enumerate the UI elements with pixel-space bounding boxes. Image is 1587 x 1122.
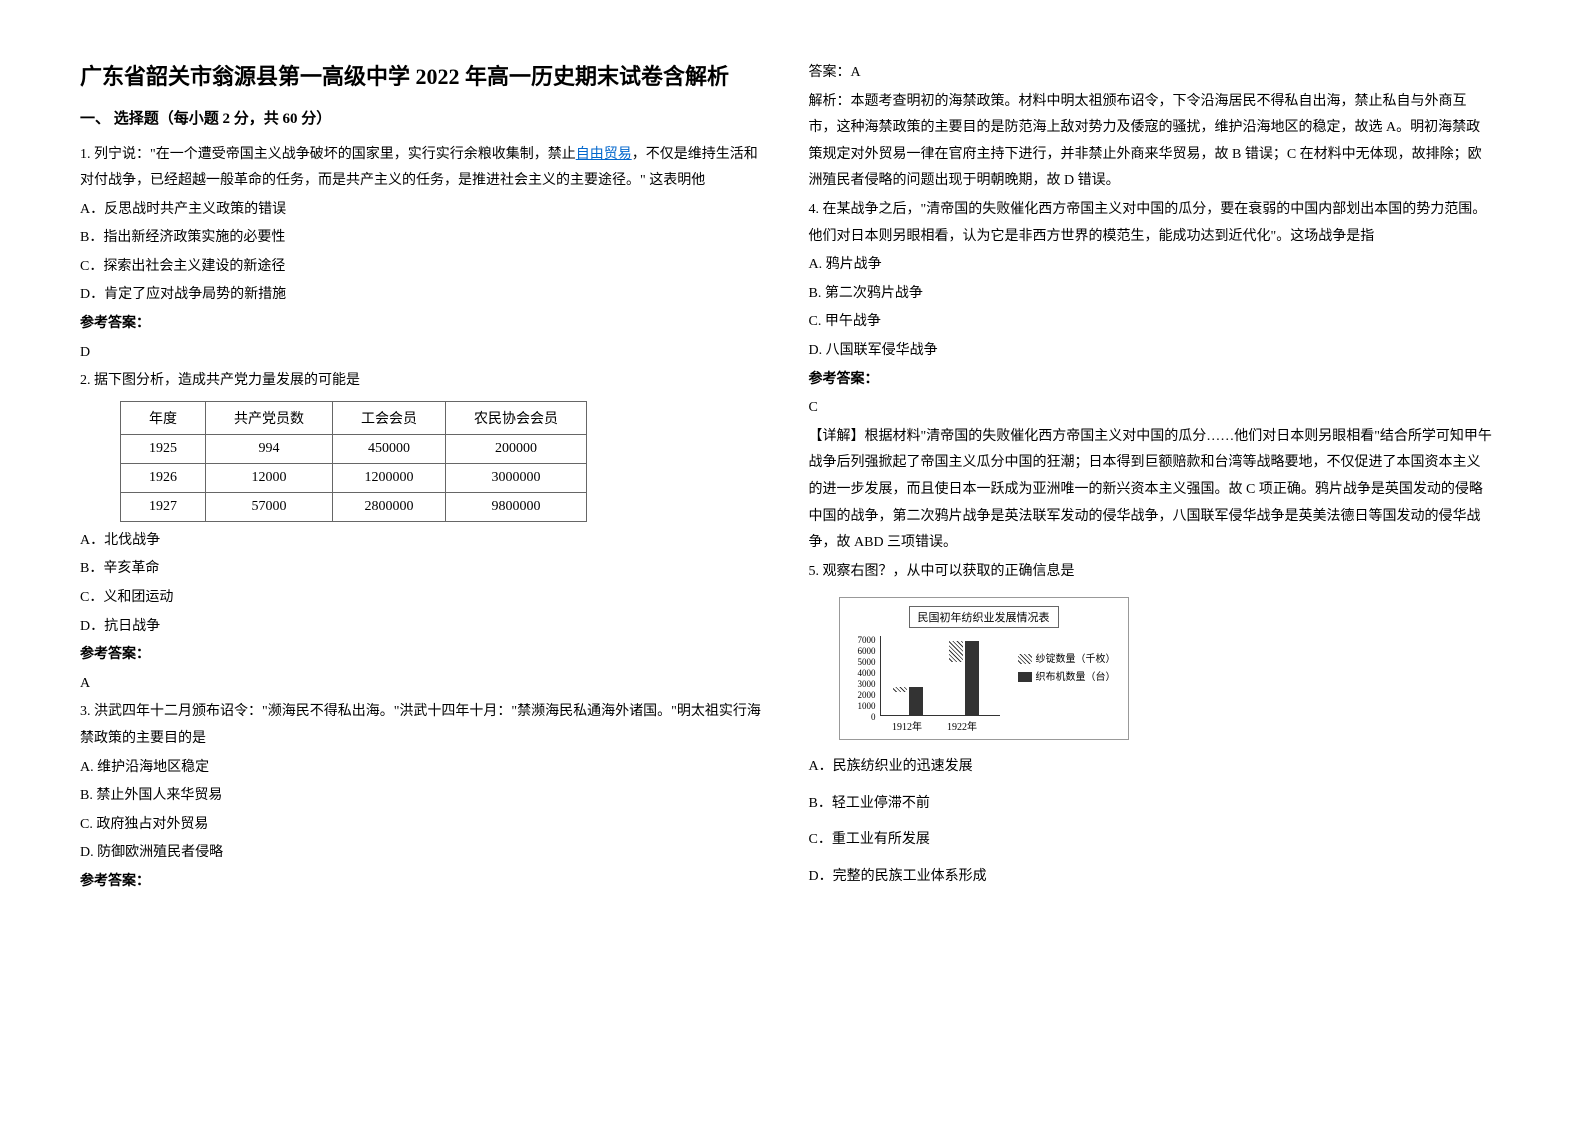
q1-prompt: 1. 列宁说："在一个遭受帝国主义战争破坏的国家里，实行实行余粮收集制，禁止自由… xyxy=(80,142,764,195)
y-tick: 0 xyxy=(871,713,876,722)
y-axis: 7000 6000 5000 4000 3000 2000 1000 0 xyxy=(848,636,878,716)
legend-item-1: 纱锭数量（千枚） xyxy=(1018,654,1116,666)
q1-answer-label: 参考答案： xyxy=(80,311,764,338)
q5-chart: 民国初年纺织业发展情况表 7000 6000 5000 4000 3000 20… xyxy=(839,597,1129,740)
table-cell: 2800000 xyxy=(333,492,446,521)
bar-1922-series1 xyxy=(949,641,963,662)
q1-answer-value: D xyxy=(80,340,764,367)
table-cell: 450000 xyxy=(333,434,446,463)
bar-1922-series2 xyxy=(965,641,979,715)
q2-option-d: D．抗日战争 xyxy=(80,614,764,641)
q4-option-c: C. 甲午战争 xyxy=(809,309,1493,336)
section-heading: 一、 选择题（每小题 2 分，共 60 分） xyxy=(80,105,764,134)
q3-explanation: 解析：本题考查明初的海禁政策。材料中明太祖颁布诏令，下令沿海居民不得私自出海，禁… xyxy=(809,89,1493,195)
table-cell: 1200000 xyxy=(333,463,446,492)
q3-option-d: D. 防御欧洲殖民者侵略 xyxy=(80,840,764,867)
y-tick: 2000 xyxy=(858,691,876,700)
q3-answer-value: 答案：A xyxy=(809,60,1493,87)
q4-prompt: 4. 在某战争之后，"清帝国的失败催化西方帝国主义对中国的瓜分，要在衰弱的中国内… xyxy=(809,197,1493,250)
bar-1912-series2 xyxy=(909,687,923,716)
x-label-1922: 1922年 xyxy=(935,718,990,733)
y-tick: 6000 xyxy=(858,647,876,656)
q5-option-b: B．轻工业停滞不前 xyxy=(809,791,1493,818)
q4-option-d: D. 八国联军侵华战争 xyxy=(809,338,1493,365)
q3-option-a: A. 维护沿海地区稳定 xyxy=(80,755,764,782)
right-column: 答案：A 解析：本题考查明初的海禁政策。材料中明太祖颁布诏令，下令沿海居民不得私… xyxy=(794,60,1508,1092)
legend-swatch-solid xyxy=(1018,672,1032,682)
bar-group-1922 xyxy=(949,641,979,715)
q2-answer-value: A xyxy=(80,671,764,698)
chart-area xyxy=(880,636,1000,716)
x-label-1912: 1912年 xyxy=(880,718,935,733)
table-cell: 1925 xyxy=(121,434,206,463)
table-cell: 共产党员数 xyxy=(206,401,333,434)
x-labels: 1912年 1922年 xyxy=(880,718,1000,733)
table-cell: 年度 xyxy=(121,401,206,434)
table-cell: 57000 xyxy=(206,492,333,521)
q4-answer-value: C xyxy=(809,395,1493,422)
q1-option-b: B．指出新经济政策实施的必要性 xyxy=(80,225,764,252)
q4-option-b: B. 第二次鸦片战争 xyxy=(809,281,1493,308)
q5-option-d: D．完整的民族工业体系形成 xyxy=(809,864,1493,891)
q3-prompt: 3. 洪武四年十二月颁布诏令："濒海民不得私出海。"洪武十四年十月："禁濒海民私… xyxy=(80,699,764,752)
q5-prompt: 5. 观察右图？，从中可以获取的正确信息是 xyxy=(809,559,1493,586)
legend-text-1: 纱锭数量（千枚） xyxy=(1036,654,1116,666)
q1-option-c: C．探索出社会主义建设的新途径 xyxy=(80,254,764,281)
table-cell: 9800000 xyxy=(446,492,587,521)
y-tick: 3000 xyxy=(858,680,876,689)
legend-item-2: 织布机数量（台） xyxy=(1018,672,1116,684)
y-tick: 1000 xyxy=(858,702,876,711)
table-cell: 1927 xyxy=(121,492,206,521)
chart-plot: 7000 6000 5000 4000 3000 2000 1000 0 xyxy=(848,636,1008,731)
q2-prompt: 2. 据下图分析，造成共产党力量发展的可能是 xyxy=(80,368,764,395)
q1-option-a: A．反思战时共产主义政策的错误 xyxy=(80,197,764,224)
q2-table: 年度 共产党员数 工会会员 农民协会会员 1925 994 450000 200… xyxy=(120,401,587,522)
legend-text-2: 织布机数量（台） xyxy=(1036,672,1116,684)
table-cell: 农民协会会员 xyxy=(446,401,587,434)
table-cell: 1926 xyxy=(121,463,206,492)
y-tick: 7000 xyxy=(858,636,876,645)
q2-answer-label: 参考答案： xyxy=(80,642,764,669)
table-cell: 994 xyxy=(206,434,333,463)
chart-body: 7000 6000 5000 4000 3000 2000 1000 0 xyxy=(848,636,1120,731)
chart-legend: 纱锭数量（千枚） 织布机数量（台） xyxy=(1018,654,1116,690)
q1-option-d: D．肯定了应对战争局势的新措施 xyxy=(80,282,764,309)
q2-option-b: B．辛亥革命 xyxy=(80,556,764,583)
table-cell: 12000 xyxy=(206,463,333,492)
page-title: 广东省韶关市翁源县第一高级中学 2022 年高一历史期末试卷含解析 xyxy=(80,60,764,93)
q3-option-c: C. 政府独占对外贸易 xyxy=(80,812,764,839)
q5-option-c: C．重工业有所发展 xyxy=(809,827,1493,854)
q4-explanation: 【详解】根据材料"清帝国的失败催化西方帝国主义对中国的瓜分……他们对日本则另眼相… xyxy=(809,424,1493,557)
table-cell: 工会会员 xyxy=(333,401,446,434)
q5-option-a: A．民族纺织业的迅速发展 xyxy=(809,754,1493,781)
y-tick: 5000 xyxy=(858,658,876,667)
y-tick: 4000 xyxy=(858,669,876,678)
chart-title: 民国初年纺织业发展情况表 xyxy=(909,606,1059,628)
bar-group-1912 xyxy=(893,687,923,716)
table-cell: 200000 xyxy=(446,434,587,463)
q4-option-a: A. 鸦片战争 xyxy=(809,252,1493,279)
q3-option-b: B. 禁止外国人来华贸易 xyxy=(80,783,764,810)
link-free-trade[interactable]: 自由贸易 xyxy=(576,147,632,162)
left-column: 广东省韶关市翁源县第一高级中学 2022 年高一历史期末试卷含解析 一、 选择题… xyxy=(80,60,794,1092)
table-cell: 3000000 xyxy=(446,463,587,492)
q3-answer-label: 参考答案： xyxy=(80,869,764,896)
q2-option-c: C．义和团运动 xyxy=(80,585,764,612)
q2-option-a: A．北伐战争 xyxy=(80,528,764,555)
bar-1912-series1 xyxy=(893,687,907,693)
legend-swatch-striped xyxy=(1018,654,1032,664)
q4-answer-label: 参考答案： xyxy=(809,367,1493,394)
